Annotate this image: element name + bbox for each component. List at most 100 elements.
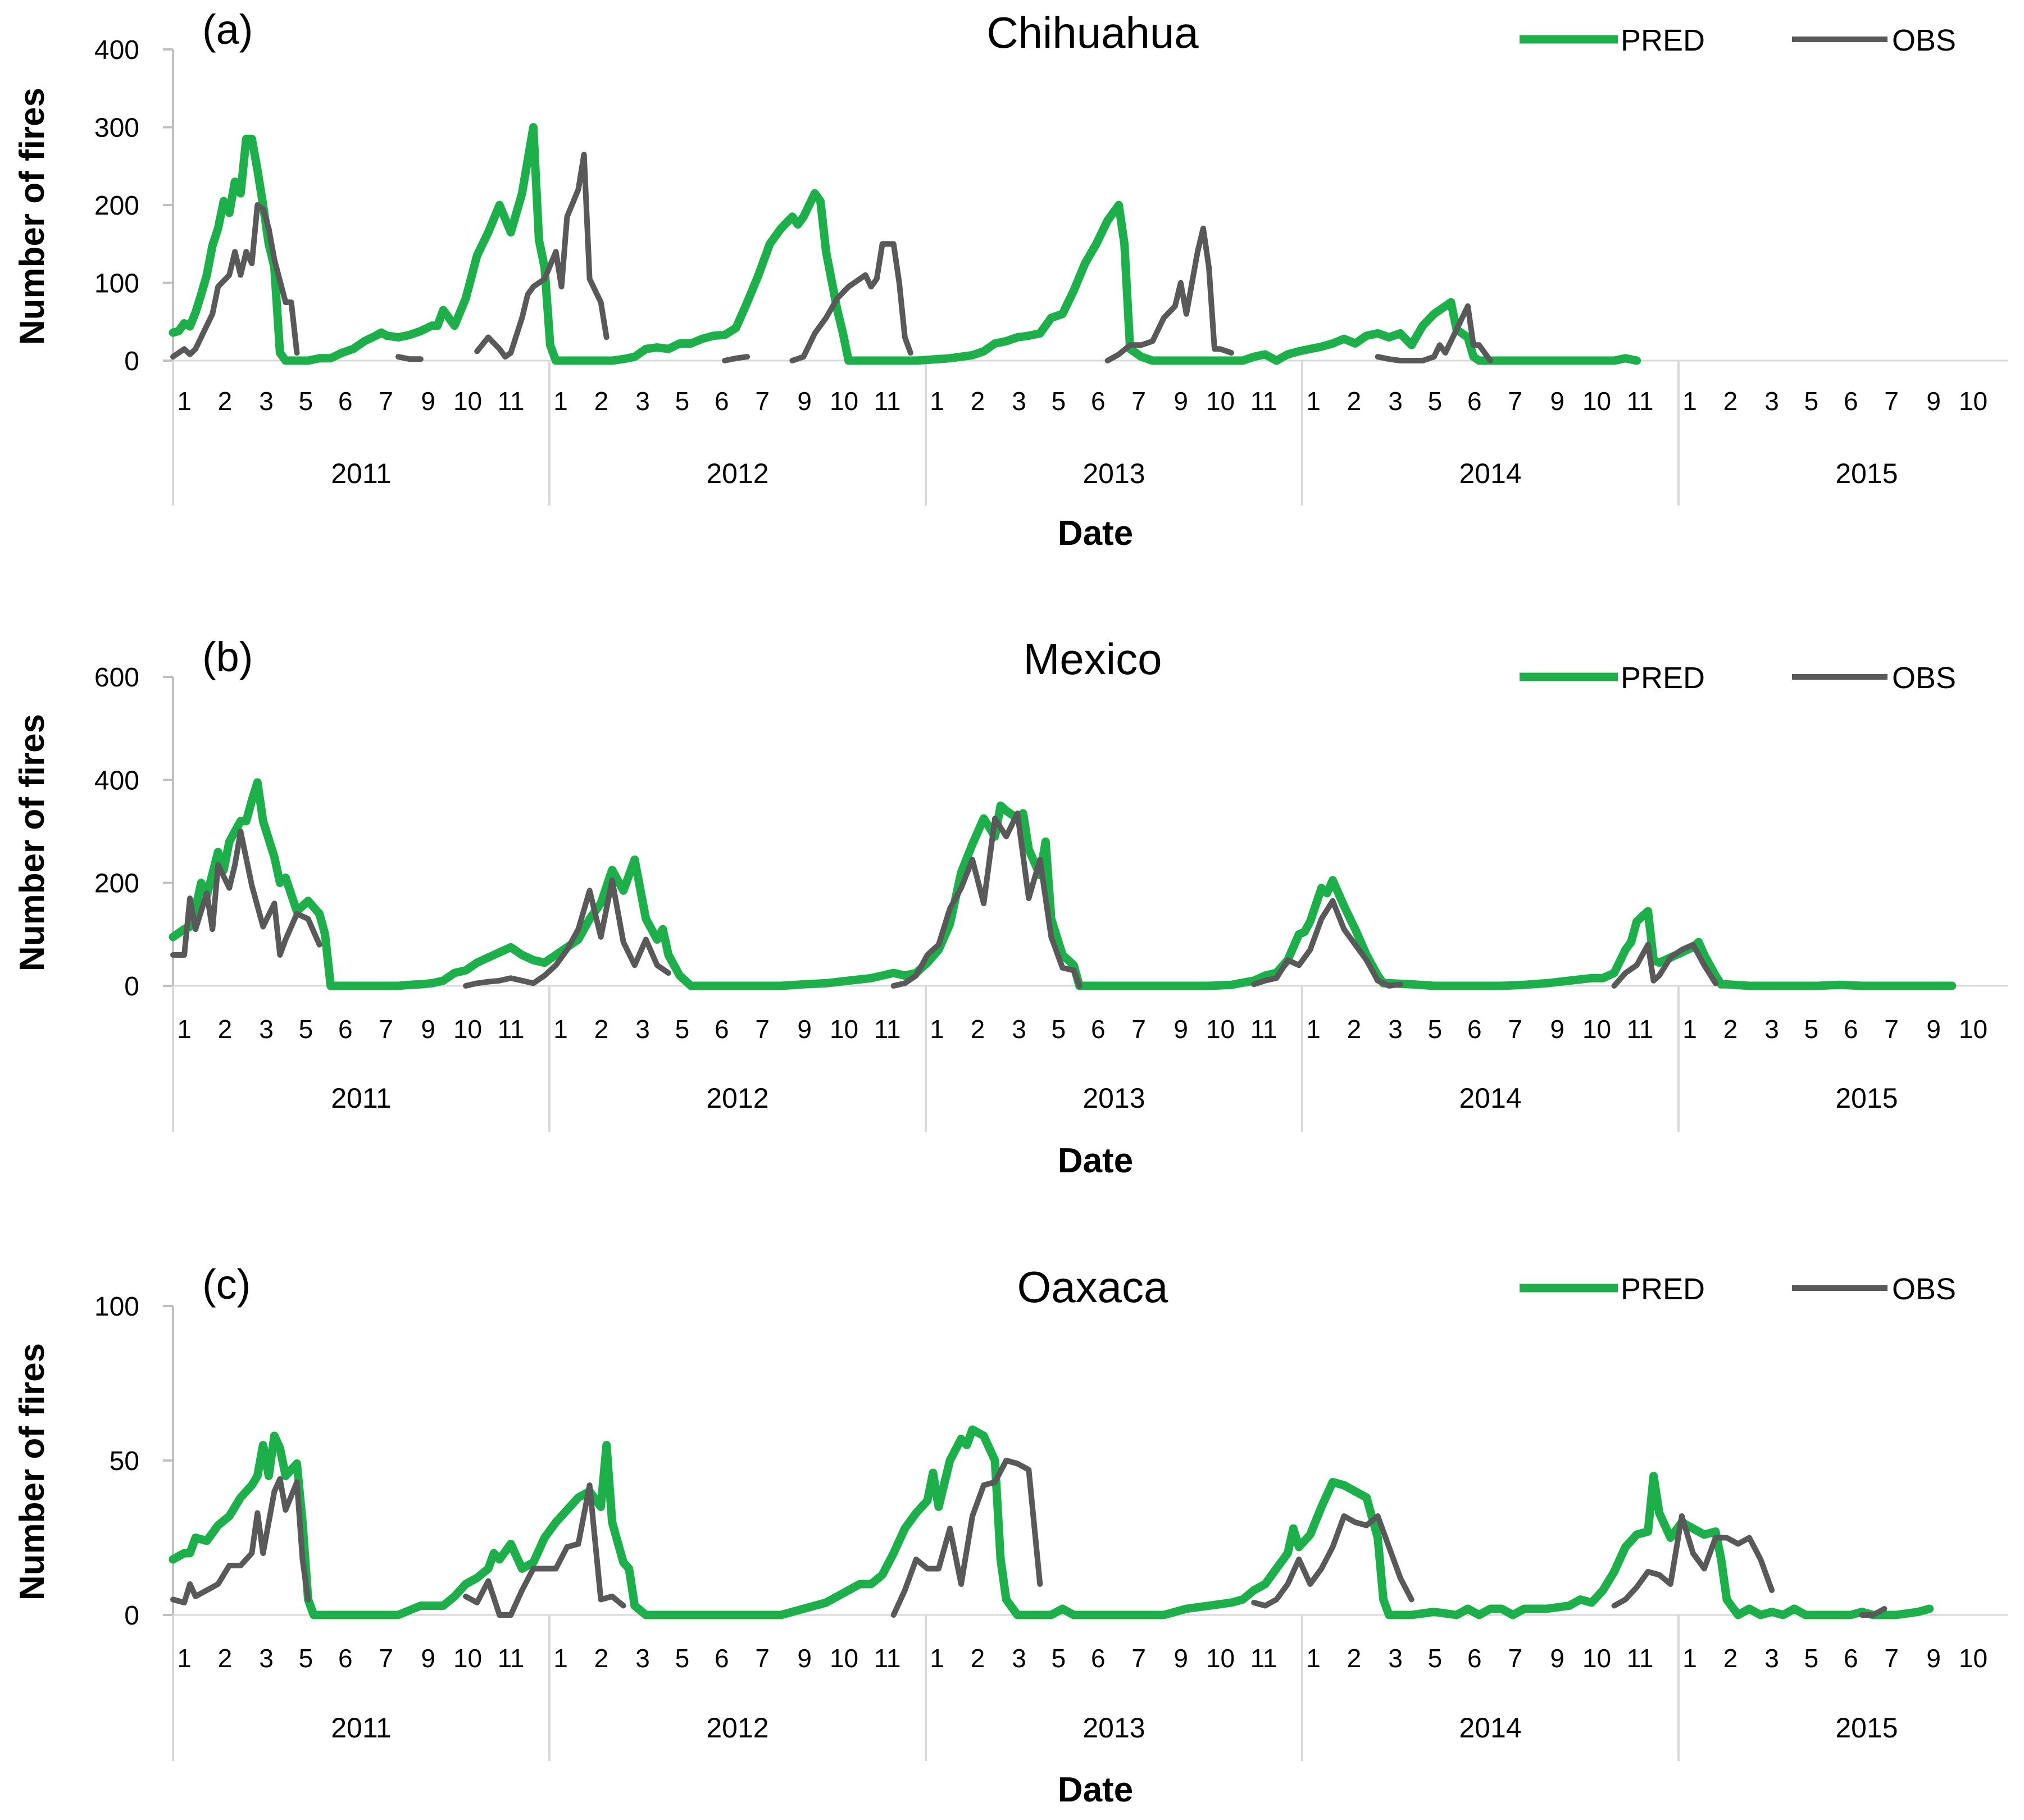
series-line-obs [1611,1513,1775,1609]
y-axis-label: Number of fires [13,714,52,971]
x-tick-label: 2 [594,386,609,416]
x-tick-label: 5 [675,1014,690,1044]
y-tick-label: 200 [94,869,139,899]
x-tick-label: 7 [379,1014,393,1044]
x-tick-label: 7 [379,386,393,416]
x-axis-label: Date [1058,1141,1133,1180]
x-tick-label: 10 [1206,1644,1235,1673]
x-tick-label: 1 [553,386,568,416]
year-label: 2012 [706,1712,768,1744]
x-tick-label: 6 [1091,1014,1106,1044]
x-tick-label: 6 [1844,386,1858,416]
x-tick-label: 1 [1306,1644,1321,1673]
x-tick-label: 10 [1206,1014,1235,1044]
year-label: 2011 [331,1082,392,1114]
series-line-obs [1611,941,1718,989]
x-tick-label: 7 [755,1644,770,1673]
legend: PRED OBS [1520,661,1956,695]
x-tick-label: 6 [1844,1014,1858,1044]
x-tick-label: 1 [930,1644,944,1673]
x-tick-label: 11 [874,386,901,416]
series-line-obs [1375,303,1493,363]
x-tick-label: 2 [594,1014,609,1044]
x-tick-label: 6 [338,1014,353,1044]
year-label: 2013 [1083,1712,1145,1744]
x-tick-label: 3 [1388,386,1403,416]
series-line-obs [170,829,322,958]
year-label: 2015 [1835,1082,1898,1114]
series-line-obs [890,1458,1043,1618]
x-tick-label: 5 [1428,1014,1443,1044]
x-tick-label: 7 [1884,1014,1899,1044]
x-tick-label: 10 [1206,386,1235,416]
series-line-obs [1104,225,1234,363]
x-tick-label: 9 [1550,386,1564,416]
x-tick-label: 5 [675,1644,690,1673]
x-tick-label: 5 [299,1644,313,1673]
x-tick-label: 1 [1682,1014,1697,1044]
x-tick-label: 3 [635,386,650,416]
x-tick-label: 2 [594,1644,609,1673]
x-tick-label: 10 [1582,1014,1611,1044]
x-tick-label: 1 [177,1644,192,1673]
x-tick-label: 5 [1804,1014,1819,1044]
x-tick-label: 7 [1508,1644,1522,1673]
x-tick-label: 11 [1627,386,1654,416]
x-tick-label: 9 [421,386,435,416]
x-tick-label: 7 [1508,1014,1522,1044]
y-tick-label: 0 [124,347,139,376]
x-tick-label: 5 [1804,1644,1819,1673]
y-tick-label: 100 [94,1292,139,1322]
x-tick-label: 6 [338,1644,353,1673]
x-tick-label: 10 [1959,386,1987,416]
x-tick-label: 2 [218,1014,233,1044]
year-label: 2012 [706,1082,768,1114]
year-label: 2014 [1459,458,1521,489]
x-tick-label: 5 [675,386,690,416]
x-tick-label: 10 [453,1014,482,1044]
x-tick-label: 9 [797,1014,812,1044]
x-tick-label: 3 [1764,1014,1779,1044]
x-tick-label: 6 [1091,1644,1106,1673]
x-tick-label: 1 [1306,386,1321,416]
x-tick-label: 1 [1306,1014,1321,1044]
x-tick-label: 7 [1508,386,1522,416]
x-tick-label: 6 [338,386,353,416]
x-tick-label: 5 [1052,1644,1066,1673]
x-tick-label: 3 [635,1644,650,1673]
y-tick-label: 600 [94,663,139,693]
year-label: 2013 [1083,458,1145,489]
series-line-pred [169,123,1641,365]
legend-label-pred: PRED [1621,1272,1705,1306]
x-tick-label: 7 [755,1014,770,1044]
legend-label-obs: OBS [1892,661,1956,695]
legend-label-pred: PRED [1621,661,1705,695]
x-tick-label: 5 [299,386,313,416]
x-tick-label: 7 [1131,386,1146,416]
x-tick-label: 3 [259,1644,274,1673]
x-tick-label: 1 [553,1014,568,1044]
x-tick-label: 9 [1174,386,1188,416]
x-tick-label: 3 [1012,1644,1026,1673]
x-tick-label: 5 [1052,1014,1066,1044]
series-line-obs [1251,1513,1414,1609]
x-tick-label: 1 [177,1014,192,1044]
x-tick-label: 10 [1582,1644,1611,1673]
x-tick-label: 7 [1131,1014,1146,1044]
x-tick-label: 10 [1582,386,1611,416]
year-label: 2014 [1459,1082,1521,1114]
x-tick-label: 2 [1723,1014,1738,1044]
x-tick-label: 11 [1627,1014,1654,1044]
x-tick-label: 2 [1347,386,1362,416]
legend: PRED OBS [1520,24,1956,57]
x-tick-label: 2 [1347,1014,1362,1044]
series-line-obs [890,810,1083,989]
x-tick-label: 9 [1550,1014,1564,1044]
year-label: 2013 [1083,1082,1145,1114]
x-tick-label: 10 [830,386,858,416]
x-tick-label: 3 [1012,386,1026,416]
x-tick-label: 11 [1250,386,1277,416]
x-tick-label: 3 [1388,1644,1403,1673]
